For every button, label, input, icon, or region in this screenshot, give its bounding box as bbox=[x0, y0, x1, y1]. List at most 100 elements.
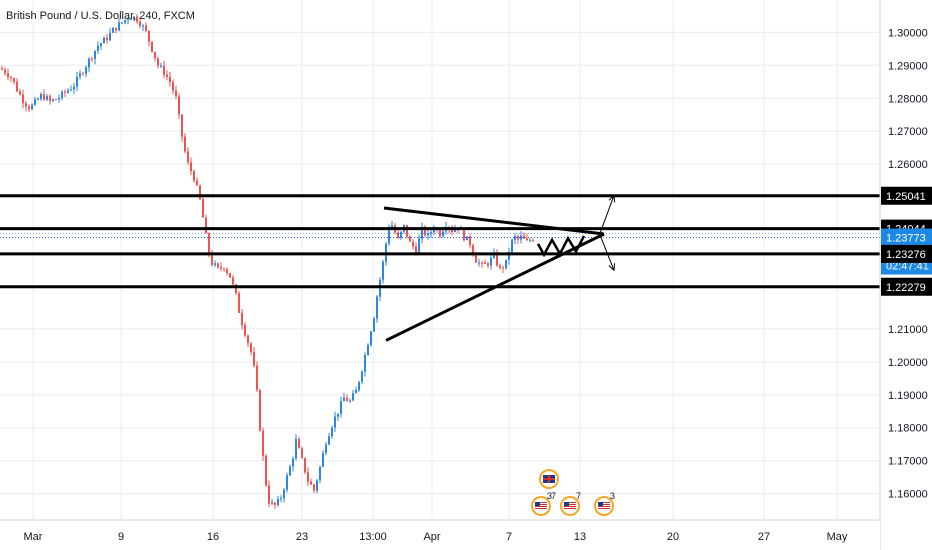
drawings[interactable] bbox=[383, 194, 616, 342]
level-lines[interactable] bbox=[0, 194, 880, 289]
candle-body bbox=[490, 257, 492, 266]
candle-body bbox=[124, 20, 126, 23]
candle-body bbox=[493, 253, 495, 258]
candle-body bbox=[430, 232, 432, 234]
level-price-label-bg bbox=[881, 244, 932, 263]
candle-body bbox=[175, 90, 177, 97]
y-tick-label: 1.17000 bbox=[888, 456, 928, 468]
price-axis-bg bbox=[880, 0, 932, 550]
y-tick-label: 1.16000 bbox=[888, 489, 928, 501]
x-tick-label: 27 bbox=[758, 531, 770, 543]
candle-body bbox=[427, 233, 429, 236]
event-count: 3 bbox=[610, 491, 615, 501]
y-tick-label: 1.20000 bbox=[888, 357, 928, 369]
candle-body bbox=[475, 254, 477, 263]
x-tick-label: 13:00 bbox=[359, 531, 387, 543]
breakout-arrow-up[interactable] bbox=[599, 195, 615, 234]
candle-body bbox=[28, 106, 30, 110]
candle-body bbox=[13, 78, 15, 82]
candle-body bbox=[196, 180, 198, 186]
us-flag-stripe bbox=[535, 504, 547, 505]
candle-body bbox=[520, 235, 522, 240]
candle-body bbox=[358, 381, 360, 391]
level-price-label-bg bbox=[881, 277, 932, 296]
candle-body bbox=[37, 99, 39, 101]
candle-body bbox=[496, 253, 498, 266]
event-markers[interactable]: 3 7 37 bbox=[531, 469, 615, 516]
candle-body bbox=[208, 233, 210, 254]
candle-body bbox=[337, 413, 339, 417]
breakout-arrow-down[interactable] bbox=[599, 234, 615, 271]
event-count: 7 bbox=[551, 491, 556, 501]
candle-body bbox=[118, 22, 120, 31]
candle-body bbox=[163, 65, 165, 75]
candle-body bbox=[346, 397, 348, 402]
us-flag-icon bbox=[535, 502, 540, 506]
candle-body bbox=[160, 65, 162, 67]
candle-body bbox=[388, 227, 390, 244]
candles bbox=[1, 14, 534, 509]
x-tick-label: Mar bbox=[24, 531, 43, 543]
candle-body bbox=[238, 293, 240, 313]
candle-body bbox=[19, 91, 21, 95]
candle-body bbox=[277, 499, 279, 506]
candle-body bbox=[202, 199, 204, 218]
candle-body bbox=[97, 45, 99, 51]
candle-body bbox=[310, 481, 312, 485]
event-count: 3 bbox=[547, 491, 552, 501]
candle-body bbox=[484, 263, 486, 265]
candle-body bbox=[361, 371, 363, 382]
candle-body bbox=[151, 41, 153, 52]
candle-body bbox=[205, 217, 207, 234]
x-tick-label: 9 bbox=[118, 531, 124, 543]
candle-body bbox=[376, 296, 378, 319]
candle-body bbox=[283, 489, 285, 499]
candle-body bbox=[319, 466, 321, 481]
candle-body bbox=[250, 343, 252, 353]
candle-body bbox=[46, 96, 48, 100]
candle-body bbox=[523, 235, 525, 239]
candle-body bbox=[343, 397, 345, 402]
candle-body bbox=[133, 16, 135, 19]
candle-body bbox=[64, 91, 66, 93]
candle-body bbox=[397, 232, 399, 238]
price-axis[interactable]: 1.30000 1.29000 1.28000 1.27000 1.26000 1.250… bbox=[888, 27, 928, 500]
candle-body bbox=[472, 245, 474, 255]
candle-body bbox=[79, 73, 81, 77]
candle-body bbox=[127, 19, 129, 21]
time-axis[interactable]: Mar 9 16 23 13:00 Apr 7 13 20 27 May bbox=[24, 531, 848, 543]
candle-body bbox=[253, 352, 255, 366]
y-tick-label: 1.28000 bbox=[888, 93, 928, 105]
candle-body bbox=[514, 235, 516, 240]
candle-body bbox=[154, 51, 156, 59]
candle-body bbox=[34, 99, 36, 105]
us-flag-stripe bbox=[598, 504, 610, 505]
time-axis-bg bbox=[0, 520, 880, 550]
x-tick-label: 23 bbox=[296, 531, 308, 543]
candle-body bbox=[412, 241, 414, 247]
candle-body bbox=[223, 268, 225, 270]
us-flag-stripe bbox=[564, 506, 576, 507]
candle-body bbox=[268, 485, 270, 504]
candle-body bbox=[499, 265, 501, 268]
candle-body bbox=[193, 171, 195, 181]
price-labels: 1.250411.240441.2377302:47:411.232761.22… bbox=[881, 186, 932, 296]
us-flag-stripe bbox=[564, 502, 576, 503]
level-price-label-bg bbox=[881, 186, 932, 205]
candle-body bbox=[424, 226, 426, 236]
x-tick-label: 7 bbox=[506, 531, 512, 543]
candle-body bbox=[298, 439, 300, 449]
candle-body bbox=[55, 99, 57, 101]
candle-body bbox=[259, 389, 261, 431]
candle-body bbox=[442, 231, 444, 237]
zigzag-projection[interactable] bbox=[536, 235, 586, 258]
candle-body bbox=[178, 96, 180, 115]
candle-body bbox=[43, 94, 45, 100]
lower-trendline[interactable] bbox=[385, 232, 605, 342]
candle-body bbox=[367, 345, 369, 356]
candle-body bbox=[40, 94, 42, 100]
upper-trendline[interactable] bbox=[383, 206, 605, 236]
candle-body bbox=[187, 151, 189, 163]
level-price-label: 1.25041 bbox=[886, 191, 926, 203]
